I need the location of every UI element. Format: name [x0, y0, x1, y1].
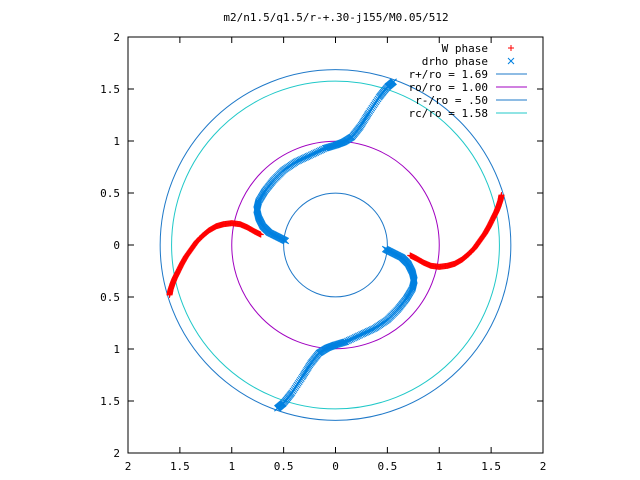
y-tick-label-4: 0 — [113, 239, 120, 252]
legend-label-4: r-/ro = .50 — [415, 94, 488, 107]
series-0-arm-0-point-170 — [407, 252, 414, 259]
legend-swatch-1 — [507, 57, 515, 65]
series-0 — [166, 192, 505, 298]
x-tick-label-6: 1 — [436, 460, 443, 473]
y-tick-label-6: 1 — [113, 343, 120, 356]
legend-swatch-0 — [508, 45, 514, 51]
y-tick-label-7: 1.5 — [100, 395, 120, 408]
series-1 — [253, 78, 418, 412]
circle-0 — [159, 69, 512, 421]
y-tick-label-0: 2 — [113, 31, 120, 44]
axes: 2 1.5 1 0.5 0 0.5 1 1.5 221.510.500.511.52 — [100, 31, 546, 473]
y-tick-label-3: 0.5 — [100, 187, 120, 200]
x-tick-label-8: 2 — [540, 460, 547, 473]
x-tick-label-5: 0.5 — [377, 460, 397, 473]
y-tick-label-8: 2 — [113, 447, 120, 460]
y-tick-label-1: 1.5 — [100, 83, 120, 96]
y-tick-label-5: 0.5 — [100, 291, 120, 304]
legend-label-5: rc/ro = 1.58 — [409, 107, 488, 120]
y-tick-label-2: 1 — [113, 135, 120, 148]
series-1-arm-0-point-200 — [274, 404, 281, 412]
legend-label-3: ro/ro = 1.00 — [409, 81, 488, 94]
circle-1 — [231, 140, 440, 350]
legend-label-1: drho phase — [422, 55, 488, 68]
x-tick-label-2: 1 — [228, 460, 235, 473]
data-series — [166, 78, 505, 412]
series-1-arm-1-point-200 — [390, 78, 397, 86]
reference-circles — [159, 69, 512, 421]
chart-title: m2/n1.5/q1.5/r-+.30-j155/M0.05/512 — [223, 11, 448, 24]
x-tick-label-3: 0.5 — [274, 460, 294, 473]
legend-label-0: W phase — [442, 42, 488, 55]
circle-3 — [171, 80, 500, 410]
x-tick-label-7: 1.5 — [481, 460, 501, 473]
x-tick-label-0: 2 — [125, 460, 132, 473]
x-tick-label-1: 1.5 — [170, 460, 190, 473]
circle-2 — [283, 192, 388, 298]
x-tick-label-4: 0 — [332, 460, 339, 473]
series-0-arm-1-point-170 — [257, 231, 264, 238]
legend-label-2: r+/ro = 1.69 — [409, 68, 488, 81]
